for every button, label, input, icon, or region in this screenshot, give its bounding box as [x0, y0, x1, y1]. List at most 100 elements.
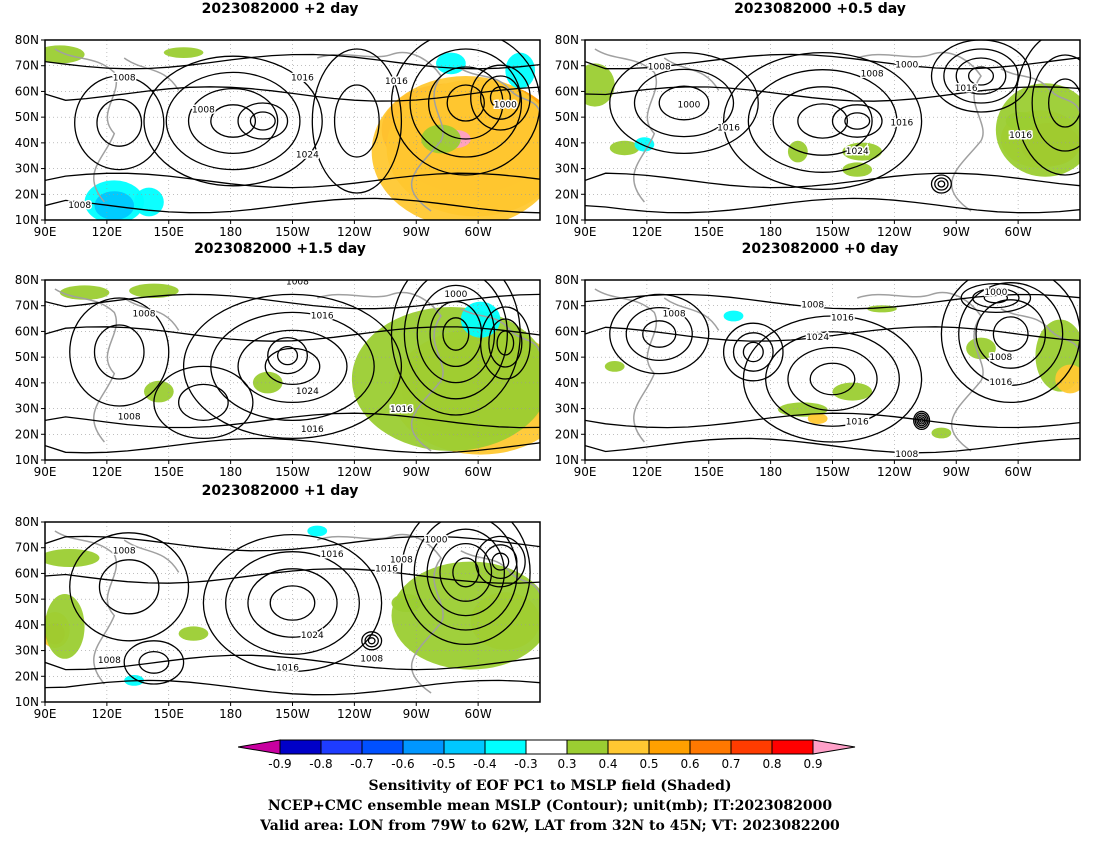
isobar-contour: [439, 542, 493, 602]
isobar-contour: [625, 306, 693, 362]
isobar-contour: [413, 522, 518, 631]
coastline: [317, 291, 444, 452]
isobar-contour: [722, 51, 923, 191]
lat-tick-label: 50N: [555, 350, 579, 364]
isobar-contour: [45, 679, 540, 696]
sensitivity-shade: [436, 52, 466, 75]
coastline: [1000, 308, 1080, 353]
lat-tick-label: 60N: [15, 324, 39, 338]
isobar-contour: [45, 568, 540, 584]
coastline: [1000, 68, 1080, 113]
lon-tick-label: 150W: [275, 225, 310, 238]
isobar-contour: [916, 414, 928, 427]
sensitivity-shade: [45, 45, 85, 64]
lon-tick-label: 150W: [275, 707, 310, 720]
isobar-contour: [187, 87, 279, 155]
isobar-contour: [742, 341, 764, 363]
isobar-contour: [943, 48, 1019, 104]
contour-label: 1016: [955, 84, 978, 94]
colorbar-swatch: [812, 739, 856, 755]
isobar-contour: [311, 48, 403, 194]
contour-label: 1016: [1009, 131, 1032, 141]
isobar-contour: [442, 317, 470, 351]
isobar-contour: [958, 282, 1064, 386]
sensitivity-shade: [787, 140, 808, 163]
lon-tick-label: 90E: [574, 465, 597, 478]
sensitivity-shade: [144, 380, 174, 403]
contour-label: 1008: [113, 73, 136, 83]
isobar-contour: [797, 103, 849, 139]
lon-tick-label: 150E: [694, 225, 725, 238]
isobar-contour: [409, 48, 523, 158]
lat-tick-label: 20N: [15, 427, 39, 441]
isobar-contour: [361, 631, 383, 651]
lon-tick-label: 150E: [154, 465, 185, 478]
contour-label: 1000: [444, 290, 467, 300]
colorbar-swatch: [648, 739, 691, 755]
contour-label: 1024: [296, 387, 319, 397]
lat-tick-label: 10N: [555, 213, 579, 227]
isobar-contour: [917, 416, 926, 425]
sensitivity-shade: [723, 310, 744, 322]
lat-tick-label: 80N: [15, 273, 39, 287]
lon-tick-label: 90W: [403, 465, 430, 478]
lat-tick-label: 30N: [15, 402, 39, 416]
lon-tick-label: 60W: [1005, 225, 1032, 238]
isobar-contour: [403, 280, 508, 400]
map-panel: 2023082000 +1.5 day 1008 1008 1016 1000 1024 1…: [0, 240, 560, 480]
colorbar: -0.9 -0.8 -0.7 -0.6 -0.5 -0.4 -0.3 0.3 0.4 0.5 0.6…: [238, 739, 856, 771]
lat-tick-label: 10N: [15, 695, 39, 709]
contour-label: 1008: [895, 450, 918, 460]
lat-tick-label: 40N: [555, 376, 579, 390]
colorbar-swatch: [607, 739, 650, 755]
sensitivity-shade: [163, 47, 204, 58]
lon-tick-label: 120E: [632, 465, 663, 478]
isobar-contour: [446, 84, 485, 122]
isobar-contour: [1031, 54, 1080, 152]
lat-tick-label: 70N: [15, 299, 39, 313]
colorbar-swatch: [689, 739, 732, 755]
isobar-contour: [69, 297, 170, 407]
isobar-contour: [427, 66, 504, 140]
lon-tick-label: 120W: [877, 225, 912, 238]
colorbar-swatch: [566, 739, 609, 755]
isobar-contour: [913, 410, 931, 431]
isobar-contour: [960, 282, 1032, 314]
sensitivity-shade: [842, 162, 873, 177]
lat-tick-label: 30N: [15, 644, 39, 658]
isobar-contour: [143, 55, 323, 187]
isobar-contour: [177, 383, 229, 422]
panel-title: 2023082000 +0.5 day: [734, 1, 906, 17]
colorbar-label: -0.9: [268, 757, 291, 771]
isobar-contour: [45, 197, 540, 214]
panel-title: 2023082000 +1 day: [201, 483, 359, 499]
contour-label: 1008: [118, 412, 141, 422]
coastline: [54, 48, 117, 203]
lat-tick-label: 70N: [15, 59, 39, 73]
coastline: [594, 48, 657, 203]
isobar-contour: [138, 650, 170, 674]
lat-tick-label: 50N: [15, 350, 39, 364]
isobar-contour: [182, 293, 403, 440]
lon-tick-label: 150W: [815, 225, 850, 238]
contour-label: 1008: [113, 546, 136, 556]
colorbar-swatch: [484, 739, 527, 755]
sensitivity-shade: [129, 283, 179, 298]
contour-label: 1008: [390, 555, 413, 565]
sensitivity-shade: [45, 594, 85, 659]
lon-tick-label: 120E: [92, 707, 123, 720]
isobar-contour: [483, 544, 518, 580]
isobar-contour: [585, 437, 1080, 454]
contour-label: 1016: [385, 77, 408, 87]
contour-label: 1024: [296, 151, 319, 161]
isobar-contour: [45, 326, 540, 342]
map-panel: 2023082000 +2 day 1008 1008 1016 1016 1024 100…: [0, 0, 560, 240]
lon-tick-label: 60W: [465, 707, 492, 720]
contour-label: 1000: [984, 288, 1007, 298]
colorbar-label: -0.6: [391, 757, 414, 771]
lon-tick-label: 120E: [92, 465, 123, 478]
colorbar-swatch: [279, 739, 322, 755]
lon-tick-label: 60W: [1005, 465, 1032, 478]
contour-label: 1008: [133, 310, 156, 320]
contour-label: 1016: [276, 663, 299, 673]
